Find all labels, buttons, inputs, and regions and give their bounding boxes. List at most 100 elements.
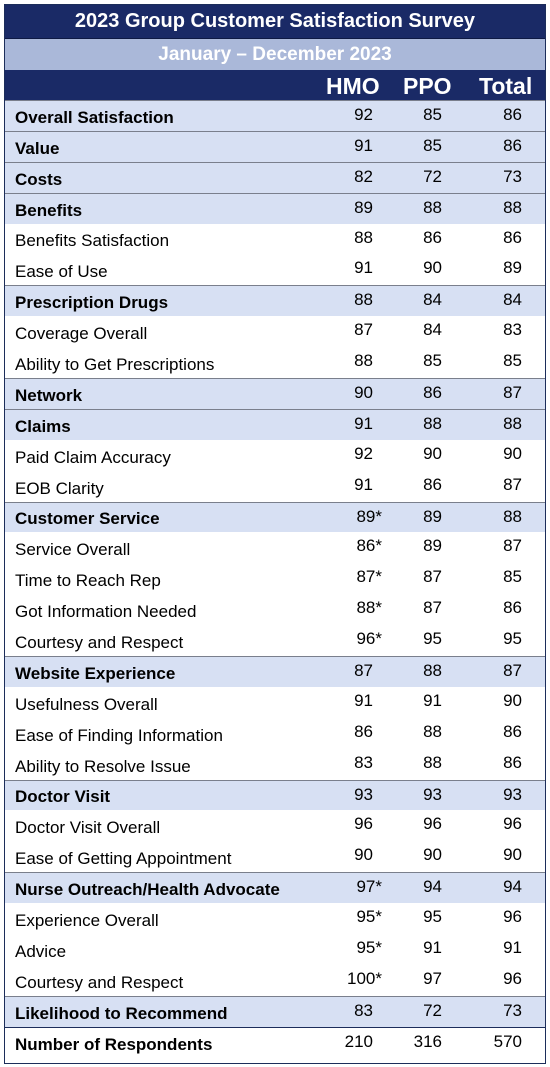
category-row: Network 90 86 87: [5, 378, 545, 409]
hmo-value: 92: [354, 105, 373, 124]
total-value: 87: [503, 536, 522, 556]
total-value: 88: [503, 506, 522, 526]
row-label: Benefits Satisfaction: [15, 231, 170, 251]
row-label: Network: [15, 385, 83, 405]
hmo-value: 88*: [356, 598, 382, 618]
total-value: 90: [503, 845, 522, 865]
row-label: Prescription Drugs: [15, 293, 169, 313]
item-row: Time to Reach Rep 87* 87 85: [5, 563, 545, 594]
item-row: Service Overall 86* 89 87: [5, 532, 545, 563]
ppo-value: 89: [423, 506, 442, 526]
hmo-value: 91: [354, 474, 373, 494]
column-header-total: Total: [479, 73, 533, 99]
row-label: Costs: [15, 169, 63, 189]
table-title: 2023 Group Customer Satisfaction Survey: [5, 5, 545, 39]
category-row: Benefits 89 88 88: [5, 192, 545, 224]
row-label: Customer Service: [15, 509, 160, 529]
hmo-value: 97*: [356, 877, 382, 897]
total-value: 88: [503, 197, 522, 217]
hmo-value: 82: [354, 166, 373, 186]
hmo-value: 91: [354, 258, 373, 278]
ppo-value: 96: [423, 814, 442, 834]
table-subtitle: January – December 2023: [5, 39, 545, 70]
hmo-value: 89*: [356, 506, 382, 526]
item-row: Advice 95* 91 91: [5, 934, 545, 965]
category-row: Likelihood to Recommend 83 72 73: [5, 995, 545, 1027]
ppo-value: 85: [423, 135, 442, 155]
hmo-value: 93: [354, 784, 373, 804]
category-row: Value 91 85 86: [5, 130, 545, 162]
row-label: Courtesy and Respect: [15, 633, 184, 653]
hmo-value: 95*: [356, 907, 382, 927]
row-label: EOB Clarity: [15, 478, 104, 498]
category-row: Overall Satisfaction 92 85 86: [5, 100, 545, 131]
row-label: Ease of Use: [15, 262, 108, 282]
total-value: 87: [503, 661, 522, 681]
item-row: Courtesy and Respect 100* 97 96: [5, 965, 545, 996]
hmo-value: 87: [354, 320, 373, 340]
row-label: Advice: [15, 941, 67, 961]
hmo-value: 88: [354, 351, 373, 371]
total-value: 88: [503, 413, 522, 433]
item-row: Experience Overall 95* 95 96: [5, 903, 545, 934]
item-row: Paid Claim Accuracy 92 90 90: [5, 440, 545, 471]
ppo-value: 316: [413, 1031, 442, 1051]
hmo-value: 96: [354, 814, 373, 834]
row-label: Ability to Get Prescriptions: [15, 355, 215, 375]
total-value: 89: [503, 258, 522, 278]
category-row: Website Experience 87 88 87: [5, 656, 545, 687]
ppo-value: 94: [423, 877, 442, 897]
hmo-value: 88: [354, 290, 373, 310]
total-value: 96: [503, 968, 522, 988]
category-row: Costs 82 72 73: [5, 161, 545, 193]
total-value: 83: [503, 320, 522, 340]
item-row: Got Information Needed 88* 87 86: [5, 594, 545, 625]
item-row: Ease of Getting Appointment 90 90 90: [5, 841, 545, 872]
item-row: Ability to Resolve Issue 83 88 86: [5, 749, 545, 780]
total-value: 87: [503, 383, 522, 403]
ppo-value: 86: [423, 383, 442, 403]
hmo-value: 88: [354, 227, 373, 247]
total-value: 93: [503, 784, 522, 804]
ppo-value: 87: [423, 598, 442, 618]
total-value: 73: [503, 166, 522, 186]
row-label: Paid Claim Accuracy: [15, 447, 171, 467]
hmo-value: 89: [354, 197, 373, 217]
category-row: Prescription Drugs 88 84 84: [5, 285, 545, 317]
ppo-value: 95: [423, 629, 442, 649]
ppo-value: 86: [423, 227, 442, 247]
row-label: Time to Reach Rep: [15, 571, 161, 591]
respondents-row: Number of Respondents 210 316 570: [5, 1026, 545, 1058]
hmo-value: 86*: [356, 536, 382, 556]
ppo-value: 90: [423, 845, 442, 865]
total-value: 96: [503, 907, 522, 927]
hmo-value: 87: [354, 661, 373, 681]
row-label: Number of Respondents: [15, 1034, 213, 1054]
hmo-value: 90: [354, 845, 373, 865]
hmo-value: 91: [354, 413, 373, 433]
total-value: 73: [503, 1000, 522, 1020]
total-value: 95: [503, 629, 522, 649]
total-value: 86: [503, 135, 522, 155]
hmo-value: 96*: [356, 629, 382, 649]
hmo-value: 92: [354, 443, 373, 463]
ppo-value: 86: [423, 474, 442, 494]
hmo-value: 83: [354, 752, 373, 772]
row-label: Doctor Visit Overall: [15, 818, 161, 838]
ppo-value: 93: [423, 784, 442, 804]
row-label: Claims: [15, 416, 71, 436]
item-row: Usefulness Overall 91 91 90: [5, 687, 545, 718]
row-label: Value: [15, 138, 60, 158]
ppo-value: 91: [423, 690, 442, 710]
item-row: Ease of Finding Information 86 88 86: [5, 718, 545, 749]
row-label: Nurse Outreach/Health Advocate: [15, 880, 280, 900]
ppo-value: 84: [423, 320, 442, 340]
item-row: Courtesy and Respect 96* 95 95: [5, 625, 545, 656]
hmo-value: 87*: [356, 567, 382, 587]
row-label: Coverage Overall: [15, 324, 148, 344]
item-row: Coverage Overall 87 84 83: [5, 316, 545, 347]
column-header-ppo: PPO: [403, 73, 452, 99]
row-label: Benefits: [15, 200, 83, 220]
total-value: 90: [503, 690, 522, 710]
ppo-value: 85: [423, 105, 442, 124]
